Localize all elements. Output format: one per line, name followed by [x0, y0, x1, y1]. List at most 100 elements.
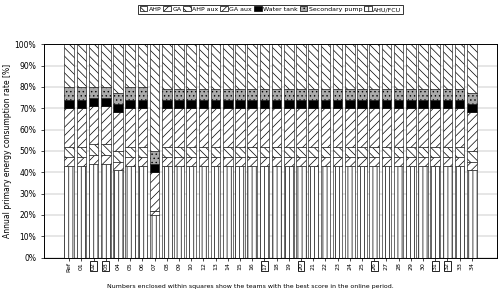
Bar	[284, 108, 294, 147]
Bar	[345, 166, 354, 257]
Bar	[406, 100, 415, 108]
Bar	[64, 166, 74, 257]
Bar	[320, 100, 330, 108]
Bar	[150, 151, 160, 164]
Bar	[467, 170, 476, 257]
Bar	[370, 44, 379, 89]
Bar	[150, 44, 160, 151]
Bar	[382, 166, 391, 257]
Bar	[236, 108, 245, 147]
Bar	[211, 157, 220, 166]
Bar	[260, 100, 269, 108]
Bar	[138, 108, 147, 147]
Bar	[442, 100, 452, 108]
Bar	[358, 44, 367, 89]
Bar	[308, 89, 318, 100]
Bar	[333, 166, 342, 257]
Bar	[382, 147, 391, 157]
Bar	[248, 89, 257, 100]
Bar	[162, 100, 172, 108]
Bar	[394, 100, 404, 108]
Bar	[198, 166, 208, 257]
Bar	[358, 166, 367, 257]
Bar	[174, 108, 184, 147]
Bar	[186, 166, 196, 257]
Bar	[370, 166, 379, 257]
Bar	[455, 108, 464, 147]
Bar	[394, 89, 404, 100]
Bar	[308, 44, 318, 89]
Bar	[223, 108, 232, 147]
Bar	[320, 147, 330, 157]
Bar	[236, 147, 245, 157]
Bar	[272, 147, 281, 157]
Bar	[248, 100, 257, 108]
Bar	[138, 147, 147, 157]
Bar	[284, 166, 294, 257]
Bar	[296, 157, 306, 166]
Bar	[186, 89, 196, 100]
Bar	[406, 44, 415, 89]
Bar	[101, 144, 110, 155]
Text: Numbers enclosed within squares show the teams with the best score in the online: Numbers enclosed within squares show the…	[106, 284, 394, 289]
Bar	[113, 151, 123, 162]
Bar	[260, 166, 269, 257]
Bar	[138, 100, 147, 108]
Bar	[76, 147, 86, 157]
Bar	[345, 89, 354, 100]
Bar	[358, 100, 367, 108]
Bar	[272, 44, 281, 89]
Bar	[296, 108, 306, 147]
Bar	[89, 164, 99, 257]
Bar	[333, 147, 342, 157]
Bar	[138, 87, 147, 100]
Bar	[442, 44, 452, 89]
Bar	[333, 44, 342, 89]
Bar	[442, 157, 452, 166]
Bar	[211, 147, 220, 157]
Bar	[236, 166, 245, 257]
Bar	[126, 87, 135, 100]
Bar	[101, 44, 110, 87]
Bar	[284, 100, 294, 108]
Bar	[430, 44, 440, 89]
Bar	[333, 157, 342, 166]
Bar	[394, 44, 404, 89]
Bar	[162, 157, 172, 166]
Bar	[382, 89, 391, 100]
Bar	[89, 106, 99, 144]
Bar	[284, 44, 294, 89]
Bar	[64, 147, 74, 157]
Bar	[174, 157, 184, 166]
Bar	[76, 108, 86, 147]
Bar	[418, 166, 428, 257]
Bar	[430, 147, 440, 157]
Bar	[345, 100, 354, 108]
Bar	[186, 108, 196, 147]
Bar	[467, 151, 476, 162]
Bar	[101, 164, 110, 257]
Bar	[186, 157, 196, 166]
Bar	[272, 157, 281, 166]
Bar	[211, 89, 220, 100]
Bar	[455, 157, 464, 166]
Bar	[308, 157, 318, 166]
Bar	[308, 100, 318, 108]
Bar	[406, 166, 415, 257]
Bar	[442, 166, 452, 257]
Bar	[320, 157, 330, 166]
Bar	[198, 108, 208, 147]
Bar	[174, 89, 184, 100]
Bar	[320, 166, 330, 257]
Bar	[89, 44, 99, 87]
Bar	[430, 100, 440, 108]
Bar	[260, 147, 269, 157]
Bar	[113, 170, 123, 257]
Bar	[211, 108, 220, 147]
Bar	[198, 44, 208, 89]
Bar	[394, 166, 404, 257]
Bar	[418, 108, 428, 147]
Bar	[284, 157, 294, 166]
Bar	[308, 147, 318, 157]
Bar	[394, 157, 404, 166]
